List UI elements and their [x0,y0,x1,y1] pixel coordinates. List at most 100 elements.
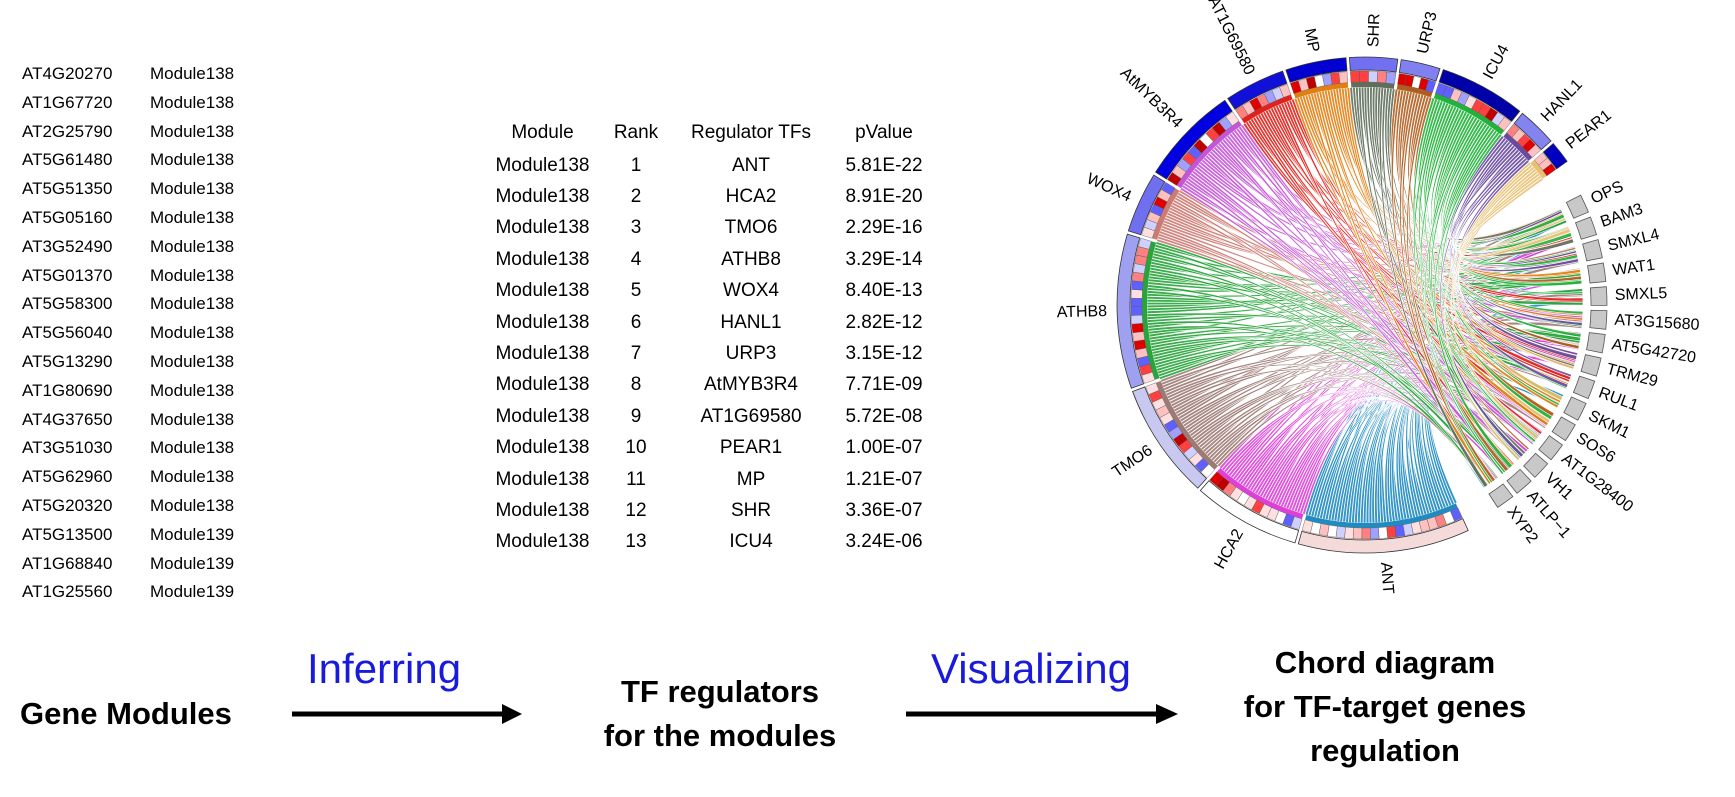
table-header-row: Module Rank Regulator TFs pValue [485,116,938,150]
tf-label: ANT [1377,562,1396,595]
tf-label: PEAR1 [1563,107,1615,153]
heat-cell [1335,526,1346,539]
step-tf-regulators-line2: for the modules [603,718,837,753]
heat-cell [1138,237,1152,250]
module-id: Module138 [150,467,235,487]
heat-cell [1130,289,1143,299]
tf-inner-band [1530,159,1547,179]
target-block [1586,332,1606,354]
pvalue-cell: 3.29E-14 [845,248,923,270]
tf-cell: AT1G69580 [700,405,802,427]
module-id: Module138 [150,323,235,343]
target-label: AT1G28400 [1558,450,1636,515]
module-cell: Module138 [495,405,590,427]
chord-link [1163,268,1581,391]
gene-id: AT5G13500 [22,524,113,544]
chord-link [1379,87,1489,488]
gene-id: AT3G51030 [22,438,113,458]
target-label: SMXL5 [1615,285,1668,304]
module-cell: Module138 [495,311,590,333]
gene-id: AT5G61480 [22,150,113,170]
step-chord-diagram: Chord diagram for TF-target genes regula… [1225,641,1545,773]
module-id: Module138 [150,294,235,314]
chord-link [1153,246,1499,480]
tf-inner-band [1433,93,1505,135]
tf-inner-band [1503,132,1533,161]
module-id: Module138 [150,150,235,170]
chord-link [1296,96,1569,387]
regulator-table: Module Rank Regulator TFs pValue Module1… [485,116,938,558]
target-label: OPS [1588,178,1626,208]
heat-cell [1361,527,1371,540]
tf-outer-ring [1132,386,1208,489]
chord-link [1424,118,1494,484]
rank-cell: 12 [625,499,647,521]
module-id: Module138 [150,495,235,515]
tf-cell: ICU4 [729,531,773,553]
target-block [1506,468,1532,494]
rank-cell: 4 [630,248,642,270]
chord-link [1459,177,1571,259]
heat-cell [1130,306,1143,316]
tf-sector: HCA2 [1199,468,1304,572]
column-header: Module [511,122,574,143]
tf-label: AtMYB3R4 [1117,64,1186,131]
gene-row: AT4G37650 Module138 [22,406,234,435]
target-block [1580,354,1602,377]
chord-link [1147,325,1489,488]
tf-label: HCA2 [1212,526,1248,572]
arrow-right-icon [292,704,522,724]
heat-cell [1497,116,1512,132]
module-cell: Module138 [495,186,590,208]
tf-sector: URP3 [1396,10,1441,98]
tf-inner-band [1396,84,1433,98]
table-row: Module138 7 URP3 3.15E-12 [485,338,938,369]
tf-inner-band [1293,82,1349,99]
heat-cell [1132,331,1145,342]
target-sector: WAT1 [1587,257,1656,284]
heat-cell [1350,70,1360,83]
gene-id: AT4G37650 [22,409,113,429]
tf-label: HANL1 [1538,76,1586,125]
target-block [1565,194,1589,219]
target-sector: AT5G42720 [1586,332,1697,367]
chord-diagram: ANT HCA2 TMO6 ATHB8 WOX4 AtMYB3R4 AT1G69580 MP S… [1056,0,1700,595]
gene-id: AT5G51350 [22,179,113,199]
module-id: Module139 [150,553,235,573]
tf-cell: TMO6 [724,217,778,239]
gene-id: AT5G05160 [22,207,113,227]
gene-row: AT5G58300 Module138 [22,290,234,319]
chord-link [1458,174,1567,254]
pvalue-cell: 1.21E-07 [845,468,923,490]
tf-label: TMO6 [1109,442,1155,481]
module-id: Module138 [150,438,235,458]
rank-cell: 9 [630,405,642,427]
target-label: BAM3 [1598,200,1645,230]
tf-cell: AtMYB3R4 [704,374,798,396]
tf-outer-ring [1116,233,1145,389]
heat-cell [1131,314,1143,325]
heat-cell [1131,323,1144,334]
tf-outer-ring [1199,480,1300,544]
heat-cell [1368,70,1378,83]
tf-inner-band [1350,82,1395,89]
tf-label: SHR [1365,13,1383,47]
target-block [1488,483,1514,508]
tf-sector: ATHB8 [1056,233,1160,389]
target-block [1538,435,1563,461]
pvalue-cell: 7.71E-09 [845,374,923,396]
pvalue-cell: 8.40E-13 [845,280,923,302]
tf-outer-ring [1155,99,1233,180]
tf-cell: ANT [732,154,770,176]
module-id: Module138 [150,64,235,83]
tf-inner-band [1142,241,1160,380]
target-block [1572,375,1596,400]
pvalue-cell: 1.00E-07 [845,437,923,459]
tf-label: ICU4 [1480,42,1512,82]
heat-cell [1279,84,1292,98]
gene-id: AT1G67720 [22,92,113,112]
pvalue-cell: 3.24E-06 [845,531,923,553]
heat-cell [1209,471,1224,486]
column-header: Rank [613,122,659,143]
chord-link [1454,152,1577,267]
